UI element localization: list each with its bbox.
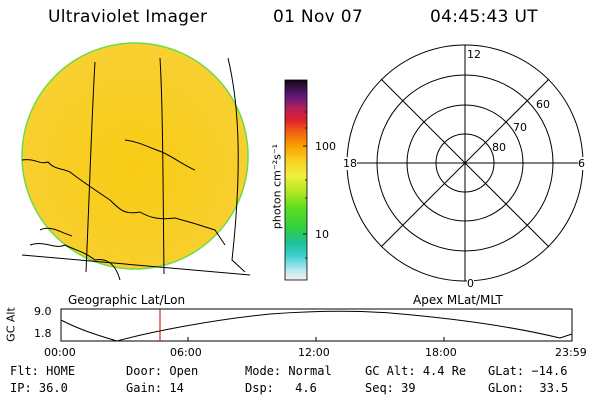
altitude-ytick-bottom: 1.8 (34, 327, 52, 340)
time-tick-1200: 12:00 (298, 346, 330, 359)
status-gain-key: Gain: (126, 381, 163, 395)
mlt-label-6: 6 (578, 157, 585, 170)
status-mode: Mode: Normal (245, 364, 332, 378)
time-label: 04:45:43 UT (430, 7, 538, 27)
status-gain: Gain: 14 (126, 381, 184, 395)
instrument-title: Ultraviolet Imager (48, 7, 208, 27)
date-label: 01 Nov 07 (273, 7, 363, 27)
geographic-grid (21, 57, 251, 281)
status-dsp-key: Dsp: (245, 381, 274, 395)
mlt-label-0: 0 (467, 277, 474, 290)
status-door-value: Open (169, 364, 199, 378)
status-glon: GLon: 33.5 (488, 381, 568, 395)
colorbar-unit-label: photon cm⁻²s⁻¹ (270, 143, 284, 230)
status-ip: IP: 36.0 (10, 381, 68, 395)
status-glat-value: −14.6 (531, 364, 568, 378)
status-gain-value: 14 (169, 381, 184, 395)
colorbar (284, 79, 308, 281)
status-gc-alt: GC Alt: 4.4 Re (365, 364, 466, 378)
status-ip-value: 36.0 (38, 381, 68, 395)
status-flt-key: Flt: (10, 364, 39, 378)
status-door: Door: Open (126, 364, 198, 378)
status-gc-alt-key: GC Alt: (365, 364, 416, 378)
status-glat-key: GLat: (488, 364, 525, 378)
status-gc-alt-value: 4.4 Re (422, 364, 467, 378)
status-glon-value: 33.5 (539, 381, 569, 395)
status-dsp: Dsp: 4.6 (245, 381, 317, 395)
status-flt-value: HOME (46, 364, 76, 378)
status-mode-key: Mode: (245, 364, 282, 378)
status-ip-key: IP: (10, 381, 32, 395)
status-dsp-value: 4.6 (295, 381, 317, 395)
status-mode-value: Normal (288, 364, 332, 378)
status-glat: GLat: −14.6 (488, 364, 567, 378)
altitude-ylabel: GC Alt (4, 307, 18, 342)
polar-caption: Apex MLat/MLT (413, 293, 503, 307)
status-glon-key: GLon: (488, 381, 525, 395)
mlat-label-80: 80 (492, 141, 506, 154)
time-tick-2359: 23:59 (555, 346, 587, 359)
mlt-label-18: 18 (343, 157, 357, 170)
colorbar-tick-10: 10 (315, 228, 329, 241)
time-tick-0000: 00:00 (44, 346, 76, 359)
mlt-label-12: 12 (467, 48, 481, 61)
time-tick-0600: 06:00 (170, 346, 202, 359)
mlat-label-70: 70 (513, 121, 527, 134)
status-seq-value: 39 (401, 381, 416, 395)
status-flt: Flt: HOME (10, 364, 75, 378)
colorbar-tick-100: 100 (315, 140, 336, 153)
altitude-plot (60, 308, 573, 342)
time-tick-1800: 18:00 (425, 346, 457, 359)
altitude-ytick-top: 9.0 (34, 305, 52, 318)
status-seq-key: Seq: (365, 381, 394, 395)
mlat-label-60: 60 (536, 98, 550, 111)
polar-plot (346, 44, 584, 282)
status-seq: Seq: 39 (365, 381, 416, 395)
image-caption: Geographic Lat/Lon (68, 293, 186, 307)
uv-image-panel (21, 42, 251, 281)
status-door-key: Door: (126, 364, 163, 378)
